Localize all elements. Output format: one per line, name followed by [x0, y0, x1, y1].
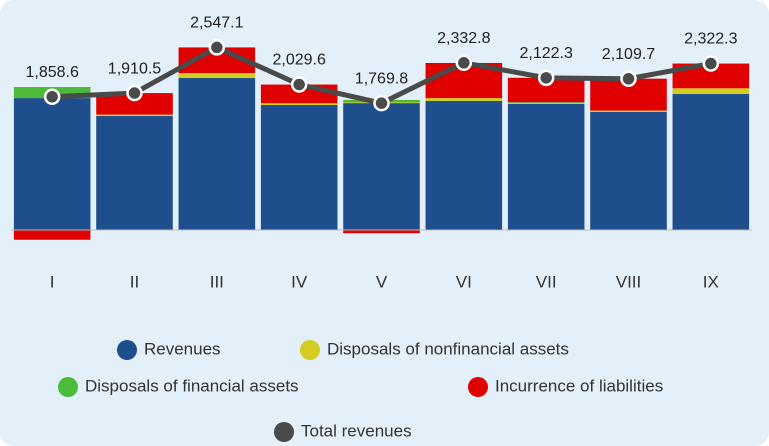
value-label: 2,029.6 [272, 52, 325, 69]
bar-segment [425, 100, 503, 230]
line-point [455, 54, 473, 72]
bar-segment [260, 103, 338, 105]
bar-segment [507, 102, 585, 103]
line-point [620, 70, 637, 88]
x-tick-label: VIII [616, 272, 642, 291]
bar-segment [13, 98, 91, 230]
x-tick-label: IX [703, 272, 719, 291]
line-point [43, 88, 61, 106]
value-label: 2,332.8 [437, 30, 490, 47]
x-tick-label: II [130, 272, 139, 291]
legend-marker [300, 340, 320, 360]
x-tick-label: VI [456, 272, 472, 291]
bar-segment [178, 78, 256, 230]
line-point [290, 76, 308, 93]
x-tick-label: I [50, 272, 55, 291]
bar-segment [96, 93, 173, 115]
value-label: 1,858.6 [25, 64, 78, 81]
legend-label: Incurrence of liabilities [495, 376, 663, 395]
legend-label: Revenues [144, 339, 221, 358]
line-point [373, 94, 390, 112]
legend-marker [58, 377, 78, 397]
bar-segment [96, 114, 173, 117]
bar-segment [96, 116, 173, 230]
line-point [537, 69, 555, 87]
bar-segment [13, 230, 91, 240]
x-tick-label: V [376, 272, 388, 291]
value-label: 1,910.5 [108, 60, 161, 77]
x-tick-label: IV [291, 272, 308, 291]
bar-segment [672, 88, 750, 95]
bar-segment [260, 104, 338, 230]
legend-marker [274, 422, 294, 442]
legend-label: Disposals of financial assets [85, 376, 299, 395]
bar-segment [590, 112, 667, 230]
bar-segment [507, 103, 585, 230]
legend-marker [468, 377, 488, 397]
value-label: 2,109.7 [602, 46, 655, 63]
bar-segment [343, 103, 420, 230]
bar-segment [425, 98, 503, 101]
value-label: 2,547.1 [190, 15, 243, 32]
legend-label: Disposals of nonfinancial assets [327, 339, 569, 358]
bar-segment [507, 102, 585, 104]
legend-marker [117, 340, 137, 360]
bar-segment [343, 230, 420, 234]
bar-segment [672, 94, 750, 230]
legend-label: Total revenues [301, 421, 412, 440]
value-label: 2,122.3 [519, 45, 572, 62]
line-point [126, 84, 143, 102]
line-point [208, 39, 226, 56]
bar-segment [590, 110, 667, 113]
value-label: 1,769.8 [355, 70, 408, 87]
x-tick-label: III [210, 272, 224, 291]
x-tick-label: VII [536, 272, 557, 291]
bar-segment [178, 73, 256, 79]
line-point [702, 55, 720, 72]
value-label: 2,322.3 [684, 31, 737, 48]
